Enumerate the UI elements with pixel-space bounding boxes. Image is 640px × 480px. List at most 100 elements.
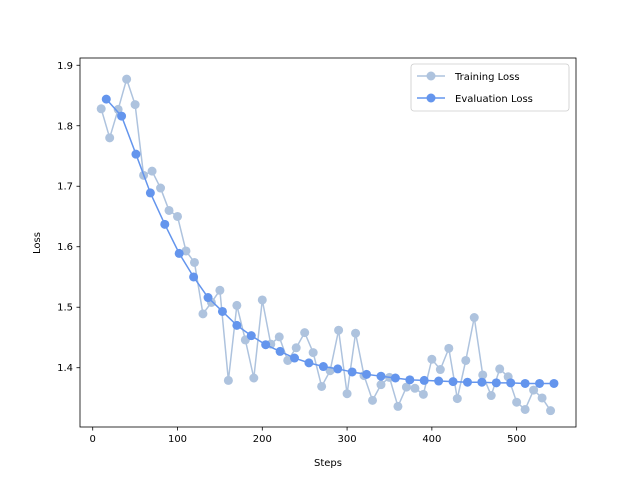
y-tick-label: 1.4 <box>57 363 73 374</box>
training-loss-point <box>147 166 157 176</box>
x-tick-label: 0 <box>90 434 96 445</box>
y-tick-label: 1.9 <box>57 61 73 72</box>
legend-frame <box>410 63 570 112</box>
training-loss-point <box>401 382 411 392</box>
training-loss-point <box>418 389 428 399</box>
evaluation-loss-point <box>275 346 285 356</box>
evaluation-loss-point <box>232 320 242 330</box>
training-loss-point <box>291 343 301 353</box>
training-loss-point <box>410 383 420 393</box>
y-tick-label: 1.7 <box>57 182 73 193</box>
training-loss-point <box>342 389 352 399</box>
evaluation-loss-point <box>434 376 444 386</box>
training-loss-point <box>469 313 479 323</box>
y-tick-label: 1.5 <box>57 303 73 314</box>
training-loss-point <box>173 211 182 221</box>
x-tick-label: 400 <box>422 434 441 445</box>
evaluation-loss-point <box>477 377 487 387</box>
legend-evaluation-loss-label: Evaluation Loss <box>455 94 533 105</box>
evaluation-loss-point <box>419 375 429 385</box>
evaluation-loss-point <box>491 378 501 388</box>
training-loss-point <box>223 375 233 385</box>
training-loss-point <box>368 395 378 405</box>
evaluation-loss-point <box>203 293 213 303</box>
training-loss-point <box>300 328 310 338</box>
evaluation-loss-point <box>347 367 357 377</box>
training-loss-point <box>232 300 242 310</box>
y-tick-label: 1.8 <box>57 121 73 132</box>
evaluation-loss-point <box>318 362 328 372</box>
evaluation-loss-point <box>362 369 372 379</box>
training-loss-point <box>478 370 488 380</box>
evaluation-loss-point <box>131 149 141 159</box>
training-loss-point <box>529 385 539 395</box>
y-axis-ticks: 1.4 1.5 1.6 1.7 1.8 1.9 <box>57 61 80 374</box>
evaluation-loss-point <box>174 248 184 258</box>
plot-area <box>96 74 559 416</box>
training-loss-point <box>546 406 556 416</box>
evaluation-loss-point <box>145 188 155 198</box>
training-loss-point <box>495 364 505 374</box>
training-loss-point <box>113 104 123 114</box>
evaluation-loss-line <box>105 98 554 385</box>
evaluation-loss-point <box>261 340 271 350</box>
training-loss-point <box>444 343 454 353</box>
training-loss-point <box>435 365 445 375</box>
evaluation-loss-point <box>549 378 559 388</box>
evaluation-loss-point <box>217 306 227 316</box>
evaluation-loss-point <box>189 272 199 282</box>
training-loss-point <box>105 133 115 143</box>
evaluation-loss-point <box>462 377 472 387</box>
x-tick-label: 200 <box>253 434 272 445</box>
training-loss-point <box>96 104 106 114</box>
training-loss-point <box>198 309 208 319</box>
evaluation-loss-point <box>333 364 343 374</box>
series-training-loss <box>96 74 556 416</box>
x-tick-label: 300 <box>338 434 357 445</box>
training-loss-line <box>100 78 552 412</box>
training-loss-point <box>427 354 437 364</box>
legend-training-loss-label: Training Loss <box>454 72 520 83</box>
training-loss-point <box>486 391 496 401</box>
y-tick-label: 1.6 <box>57 242 73 253</box>
training-loss-point <box>308 348 318 358</box>
training-loss-point <box>130 100 140 110</box>
series-evaluation-loss <box>101 94 559 388</box>
training-loss-point <box>512 397 522 407</box>
evaluation-loss-point <box>390 373 400 383</box>
training-loss-point <box>537 393 547 403</box>
evaluation-loss-point <box>101 94 111 104</box>
training-loss-point <box>189 257 199 267</box>
training-loss-point <box>249 373 259 383</box>
training-loss-point <box>351 328 361 338</box>
evaluation-loss-point <box>535 378 545 388</box>
x-tick-label: 100 <box>168 434 187 445</box>
x-axis-ticks: 0 100 200 300 400 500 <box>90 427 526 445</box>
x-axis-label: Steps <box>314 458 342 469</box>
y-axis-label: Loss <box>32 232 43 254</box>
training-loss-point <box>283 355 293 365</box>
x-tick-label: 500 <box>507 434 526 445</box>
training-loss-point <box>520 404 530 414</box>
training-loss-point <box>156 183 166 193</box>
evaluation-loss-point <box>304 358 314 368</box>
evaluation-loss-point <box>520 378 530 388</box>
training-loss-point <box>122 74 132 84</box>
evaluation-loss-point <box>160 219 170 229</box>
training-loss-point <box>317 381 327 391</box>
training-loss-point <box>334 325 344 335</box>
evaluation-loss-point <box>448 377 458 387</box>
evaluation-loss-point <box>376 371 386 381</box>
axes-frame <box>79 57 577 428</box>
training-loss-point <box>461 355 471 365</box>
evaluation-loss-point <box>506 378 516 388</box>
evaluation-loss-point <box>246 331 256 341</box>
legend-training-loss-marker <box>426 71 436 81</box>
evaluation-loss-point <box>117 111 127 121</box>
training-loss-point <box>215 285 225 295</box>
training-loss-point <box>376 380 386 390</box>
training-loss-point <box>257 295 267 305</box>
training-loss-point <box>452 394 462 404</box>
training-loss-point <box>164 205 174 215</box>
